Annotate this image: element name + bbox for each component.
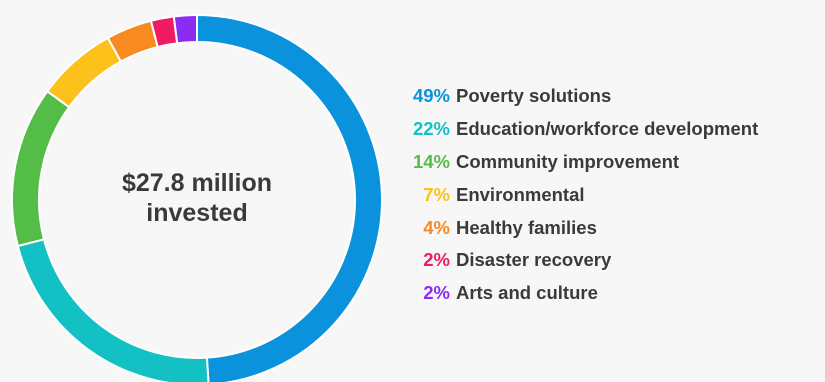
legend-percent: 7%: [392, 184, 450, 206]
donut-center-label: $27.8 million invested: [97, 168, 297, 228]
legend-label: Healthy families: [456, 217, 597, 239]
legend-label: Arts and culture: [456, 282, 598, 304]
center-label-caption: invested: [97, 198, 297, 228]
legend-item: 14% Community improvement: [392, 146, 758, 179]
donut-slice: [47, 38, 121, 107]
legend: 49% Poverty solutions 22% Education/workfor…: [392, 80, 758, 310]
legend-label: Environmental: [456, 184, 585, 206]
center-label-amount: $27.8 million: [97, 168, 297, 198]
legend-item: 2% Disaster recovery: [392, 244, 758, 277]
legend-percent: 49%: [392, 85, 450, 107]
legend-item: 4% Healthy families: [392, 211, 758, 244]
donut-slice: [174, 15, 197, 43]
legend-label: Disaster recovery: [456, 249, 611, 271]
legend-label: Community improvement: [456, 151, 679, 173]
legend-percent: 2%: [392, 249, 450, 271]
donut-slice: [12, 91, 69, 246]
legend-item: 7% Environmental: [392, 178, 758, 211]
legend-label: Education/workforce development: [456, 118, 758, 140]
legend-item: 2% Arts and culture: [392, 277, 758, 310]
legend-item: 22% Education/workforce development: [392, 113, 758, 146]
legend-percent: 2%: [392, 282, 450, 304]
legend-percent: 14%: [392, 151, 450, 173]
legend-percent: 22%: [392, 118, 450, 140]
donut-slice: [18, 239, 209, 382]
legend-item: 49% Poverty solutions: [392, 80, 758, 113]
legend-label: Poverty solutions: [456, 85, 611, 107]
legend-percent: 4%: [392, 217, 450, 239]
